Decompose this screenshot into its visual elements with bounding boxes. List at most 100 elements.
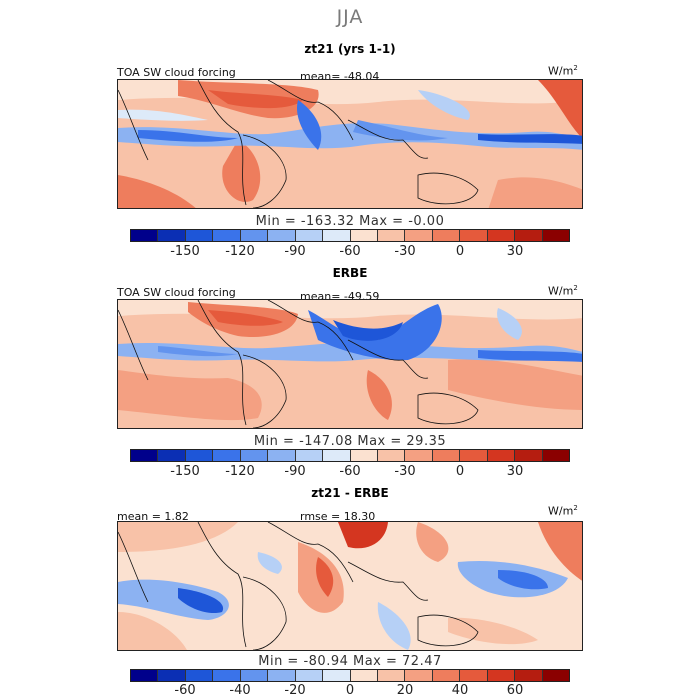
colorbar-cell	[515, 230, 543, 241]
colorbar-tick-label: -60	[339, 244, 361, 259]
colorbar-cell	[542, 230, 569, 241]
colorbar-cell	[350, 230, 378, 241]
panel-3-colorbar	[130, 669, 570, 682]
colorbar-cell	[131, 450, 159, 461]
panel-2-colorbar-ticks: -150 -120 -90 -60 -30 0 30	[130, 464, 570, 480]
panel-2-map-field	[118, 300, 582, 428]
colorbar-cell	[515, 450, 543, 461]
colorbar-cell	[295, 450, 324, 461]
colorbar-cell	[240, 670, 269, 681]
colorbar-cell	[405, 230, 433, 241]
colorbar-cell	[323, 670, 351, 681]
colorbar-cell	[213, 230, 241, 241]
panel-1-min-max: Min = -163.32 Max = -0.00	[255, 214, 445, 229]
panel-1-map	[117, 79, 583, 209]
colorbar-cell	[515, 670, 543, 681]
panel-1-field-label: TOA SW cloud forcing	[117, 66, 236, 79]
colorbar-cell	[350, 450, 378, 461]
colorbar-tick-label: 20	[396, 683, 414, 698]
colorbar-cell	[405, 670, 433, 681]
panel-3-map	[117, 521, 583, 651]
colorbar-tick-label: 40	[451, 683, 469, 698]
colorbar-cell	[268, 670, 296, 681]
colorbar-cell	[158, 670, 186, 681]
panel-3-units-text: W/m	[548, 504, 574, 518]
panel-1-title: zt21 (yrs 1-1)	[304, 42, 396, 56]
colorbar-cell	[542, 670, 569, 681]
colorbar-tick-label: 0	[455, 464, 465, 479]
colorbar-cell	[158, 450, 186, 461]
colorbar-cell	[350, 670, 378, 681]
colorbar-cell	[487, 230, 516, 241]
panel-3-title: zt21 - ERBE	[311, 486, 389, 500]
colorbar-cell	[131, 670, 159, 681]
colorbar-cell	[377, 230, 406, 241]
panel-2-map	[117, 299, 583, 429]
panel-1-map-field	[118, 80, 582, 208]
colorbar-cell	[268, 450, 296, 461]
panel-3-colorbar-ticks: -60 -40 -20 0 20 40 60	[130, 683, 570, 699]
colorbar-tick-label: -30	[394, 244, 416, 259]
panel-1-units: W/m2	[548, 64, 578, 78]
panel-3-mean-label: mean = 1.82	[117, 510, 189, 523]
colorbar-cell	[460, 230, 488, 241]
panel-1-units-exponent: 2	[573, 64, 578, 72]
colorbar-cell	[185, 450, 214, 461]
colorbar-cell	[323, 450, 351, 461]
panel-3-map-field	[118, 522, 582, 650]
colorbar-cell	[240, 230, 269, 241]
colorbar-cell	[295, 230, 324, 241]
panel-2-field-label: TOA SW cloud forcing	[117, 286, 236, 299]
panel-3-units: W/m2	[548, 504, 578, 518]
colorbar-tick-label: -90	[284, 464, 306, 479]
panel-2-units: W/m2	[548, 284, 578, 298]
colorbar-tick-label: 30	[506, 464, 524, 479]
colorbar-cell	[432, 670, 461, 681]
colorbar-tick-label: -60	[339, 464, 361, 479]
panel-2-units-text: W/m	[548, 284, 574, 298]
colorbar-cell	[377, 670, 406, 681]
colorbar-cell	[487, 670, 516, 681]
colorbar-cell	[213, 670, 241, 681]
panel-1-units-text: W/m	[548, 64, 574, 78]
panel-3-min-max: Min = -80.94 Max = 72.47	[258, 654, 442, 669]
colorbar-tick-label: 0	[345, 683, 355, 698]
colorbar-tick-label: -120	[225, 464, 255, 479]
colorbar-cell	[377, 450, 406, 461]
panel-1-colorbar	[130, 229, 570, 242]
colorbar-tick-label: 0	[455, 244, 465, 259]
panel-3-rmse-label: rmse = 18.30	[300, 510, 376, 523]
colorbar-cell	[432, 450, 461, 461]
colorbar-cell	[460, 450, 488, 461]
colorbar-tick-label: -90	[284, 244, 306, 259]
colorbar-cell	[213, 450, 241, 461]
colorbar-cell	[460, 670, 488, 681]
colorbar-tick-label: 30	[506, 244, 524, 259]
colorbar-cell	[432, 230, 461, 241]
colorbar-cell	[185, 670, 214, 681]
colorbar-tick-label: -40	[229, 683, 251, 698]
colorbar-cell	[487, 450, 516, 461]
figure-season-title: JJA	[336, 6, 364, 28]
colorbar-cell	[240, 450, 269, 461]
colorbar-cell	[405, 450, 433, 461]
colorbar-cell	[268, 230, 296, 241]
colorbar-cell	[185, 230, 214, 241]
colorbar-cell	[542, 450, 569, 461]
colorbar-cell	[131, 230, 159, 241]
colorbar-cell	[158, 230, 186, 241]
colorbar-tick-label: -150	[170, 244, 200, 259]
panel-2-colorbar	[130, 449, 570, 462]
colorbar-tick-label: -60	[174, 683, 196, 698]
panel-2-min-max: Min = -147.08 Max = 29.35	[253, 434, 447, 449]
colorbar-tick-label: -20	[284, 683, 306, 698]
colorbar-tick-label: -120	[225, 244, 255, 259]
colorbar-cell	[323, 230, 351, 241]
colorbar-tick-label: 60	[506, 683, 524, 698]
panel-2-title: ERBE	[332, 266, 368, 280]
panel-3-units-exponent: 2	[573, 504, 578, 512]
colorbar-tick-label: -30	[394, 464, 416, 479]
panel-1-colorbar-ticks: -150 -120 -90 -60 -30 0 30	[130, 244, 570, 260]
colorbar-tick-label: -150	[170, 464, 200, 479]
panel-2-units-exponent: 2	[573, 284, 578, 292]
